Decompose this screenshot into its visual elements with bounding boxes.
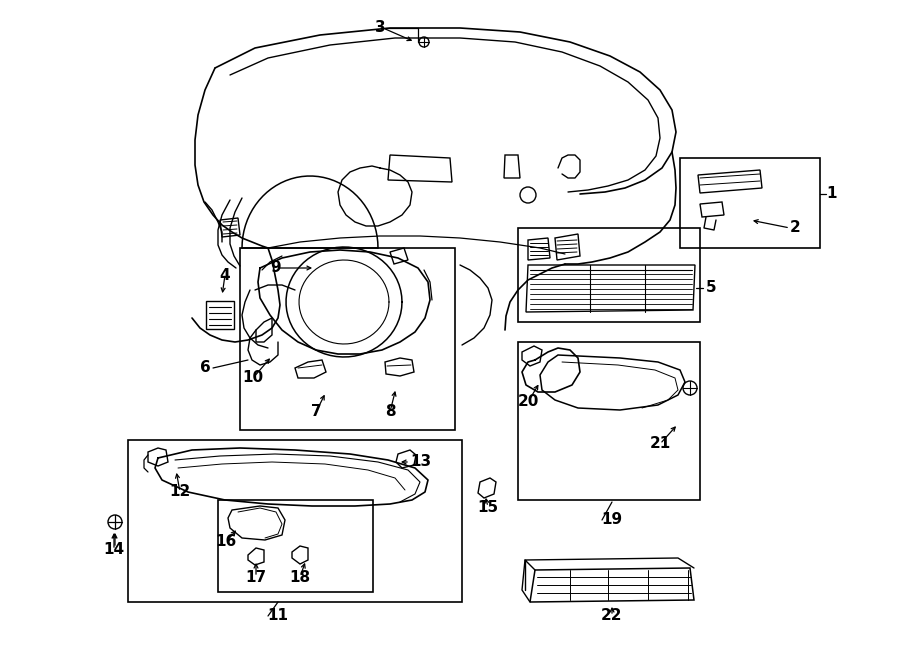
Bar <box>128 440 462 602</box>
Text: 2: 2 <box>790 221 801 235</box>
Text: 10: 10 <box>242 371 264 385</box>
Text: 14: 14 <box>104 543 124 557</box>
Text: 17: 17 <box>246 570 266 584</box>
Text: 16: 16 <box>215 535 237 549</box>
Text: 3: 3 <box>375 20 385 36</box>
Text: 22: 22 <box>601 609 623 623</box>
Bar <box>518 228 700 322</box>
Text: 5: 5 <box>706 280 716 295</box>
Text: 4: 4 <box>220 268 230 282</box>
Bar <box>680 158 820 248</box>
Text: 7: 7 <box>310 405 321 420</box>
Text: 13: 13 <box>410 455 431 469</box>
Bar <box>240 248 455 430</box>
Bar <box>218 500 373 592</box>
Text: 6: 6 <box>200 360 211 375</box>
Text: 18: 18 <box>290 570 310 584</box>
Text: 15: 15 <box>477 500 499 514</box>
Text: 8: 8 <box>384 405 395 420</box>
Text: 19: 19 <box>601 512 623 527</box>
Text: 20: 20 <box>518 395 539 410</box>
Text: 21: 21 <box>650 436 670 451</box>
Text: 12: 12 <box>169 485 191 500</box>
Text: 1: 1 <box>826 186 836 202</box>
Bar <box>518 342 700 500</box>
Text: 9: 9 <box>271 260 282 276</box>
Text: 11: 11 <box>267 609 289 623</box>
